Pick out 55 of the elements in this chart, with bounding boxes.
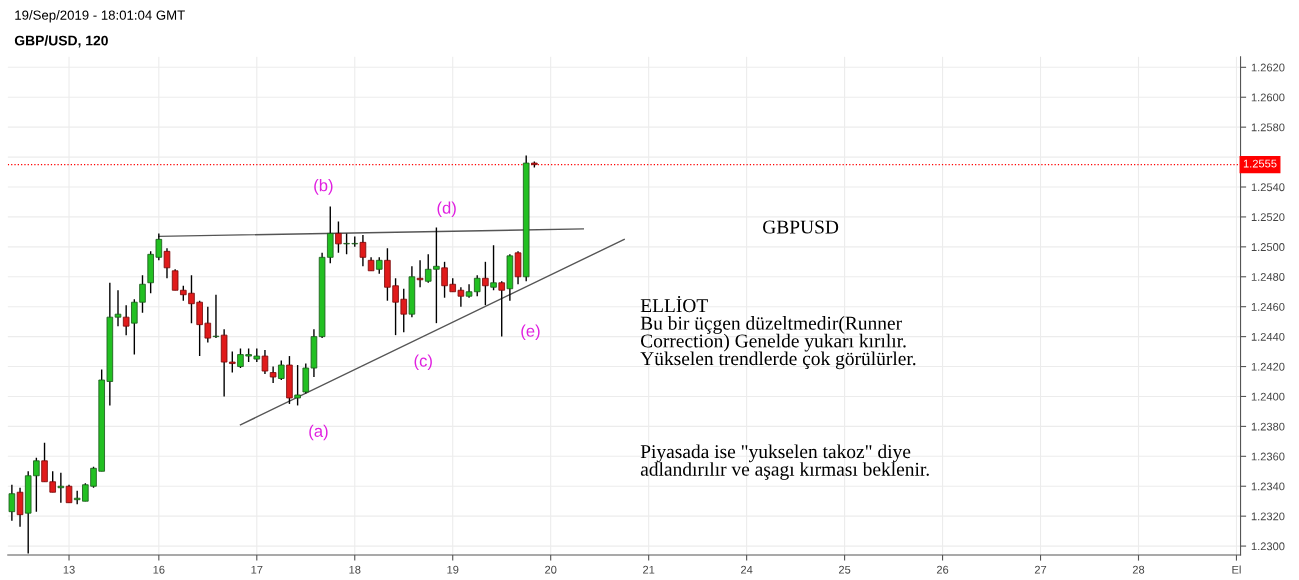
- candlestick: [490, 244, 497, 291]
- x-tick-label: 19: [447, 565, 459, 574]
- candlestick: [122, 304, 130, 336]
- x-tick-label: 27: [1034, 565, 1047, 574]
- candlestick: [163, 247, 171, 279]
- y-tick-label: 1.2540: [1251, 183, 1285, 192]
- candlestick: [8, 484, 16, 522]
- annotation: (b): [314, 179, 333, 195]
- y-tick-label: 1.2400: [1251, 392, 1285, 401]
- y-tick-label: 1.2520: [1251, 213, 1285, 222]
- y-tick-label: 1.2360: [1251, 452, 1285, 461]
- x-tick-label: 26: [936, 565, 949, 574]
- annotation: (e): [521, 324, 540, 341]
- candlestick: [359, 234, 367, 267]
- y-tick-label: 1.2300: [1251, 542, 1285, 551]
- y-tick-label: 1.2500: [1251, 243, 1285, 251]
- x-tick-label: 13: [63, 565, 75, 574]
- candlestick: [416, 259, 424, 288]
- annotation: (a): [309, 424, 328, 441]
- x-tick-label: 25: [838, 565, 851, 574]
- x-tick-label: 18: [349, 565, 361, 574]
- y-tick-label: 1.2320: [1251, 512, 1285, 521]
- y-tick-label: 1.2580: [1251, 123, 1285, 132]
- y-tick-label: 1.2480: [1251, 273, 1285, 281]
- x-tick-label: 24: [741, 565, 753, 574]
- y-tick-label: 1.2620: [1251, 63, 1285, 72]
- x-tick-label: El: [1232, 565, 1241, 574]
- annotation: Piyasada ise "yukselen takoz" diye adlandırılır ve aşagı kırması beklenir.: [640, 444, 929, 480]
- candlestick: [514, 250, 522, 285]
- y-tick-label: 1.2380: [1251, 422, 1285, 431]
- y-tick-label: 1.2460: [1251, 302, 1285, 311]
- annotation: GBPUSD: [763, 220, 839, 234]
- x-tick-label: 21: [643, 565, 655, 574]
- candlestick: [498, 280, 505, 338]
- annotation: (d): [437, 201, 456, 218]
- candlestick: [294, 364, 301, 407]
- ref-line-label: 1.2555: [1243, 159, 1277, 168]
- candlestick: [16, 487, 24, 528]
- candlestick: [482, 261, 489, 306]
- candlestick: [278, 359, 285, 381]
- chart-title: GBP/USD, 120: [14, 35, 108, 48]
- annotation: ELLİOT Bu bir üçgen düzeltmedir(Runner Correction) Genelde yukarı kırılır. Yükselen trendlerde çok görülürler.: [640, 295, 916, 370]
- candlestick: [261, 349, 269, 375]
- y-tick-label: 1.2600: [1251, 93, 1285, 102]
- y-tick-label: 1.2340: [1251, 482, 1285, 491]
- annotation: (c): [414, 354, 432, 371]
- x-tick-label: 28: [1132, 565, 1145, 574]
- text: 19/Sep/2019 - 18:01:04 GMT: [15, 10, 185, 23]
- x-tick-label: 16: [153, 565, 165, 574]
- x-tick-label: 20: [545, 565, 557, 574]
- y-tick-label: 1.2420: [1251, 362, 1285, 371]
- candlestick: [57, 472, 65, 504]
- candlestick: [335, 220, 342, 254]
- y-tick-label: 1.2440: [1251, 332, 1285, 341]
- x-tick-label: 17: [251, 565, 263, 574]
